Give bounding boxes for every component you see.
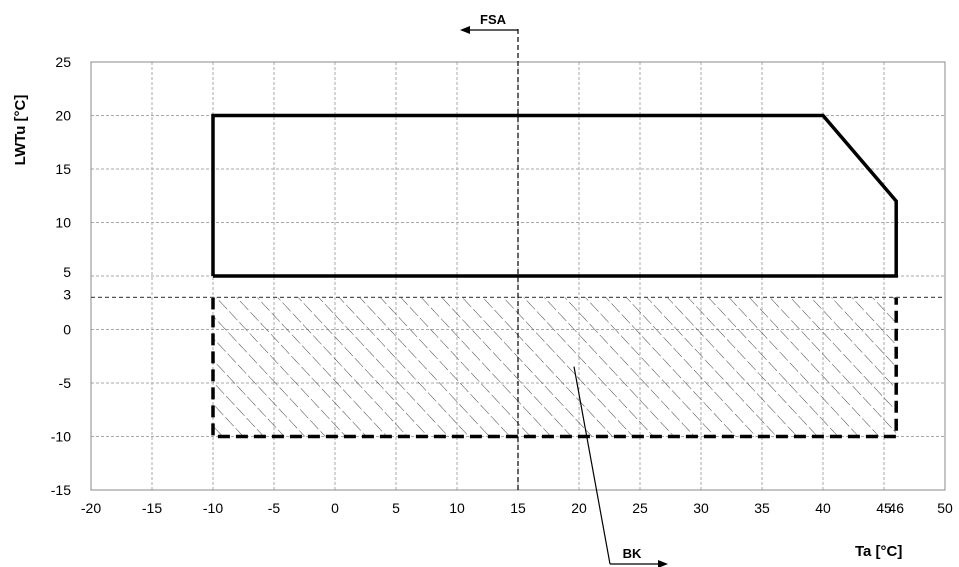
bk-label: BK (623, 546, 642, 561)
series-layer (91, 27, 945, 490)
series-line-0 (211, 113, 898, 278)
y-tick-label: 3 (63, 286, 71, 302)
x-tick-label: 25 (632, 500, 648, 516)
x-tick-label: -15 (142, 500, 162, 516)
fsa-label: FSA (480, 12, 507, 27)
y-axis-label: LWTu [°C] (12, 95, 29, 166)
x-tick-label: 10 (449, 500, 465, 516)
y-tick-label: 25 (55, 54, 71, 70)
x-tick-label: 45 (876, 500, 892, 516)
hatched-area (213, 297, 897, 437)
y-tick-label: -5 (59, 375, 72, 391)
hatched-region (213, 297, 897, 437)
x-tick-label: -5 (268, 500, 281, 516)
x-tick-label: -20 (81, 500, 101, 516)
x-tick-label: 46 (888, 500, 904, 516)
y-tick-label: 15 (55, 161, 71, 177)
x-tick-label: 15 (510, 500, 526, 516)
x-tick-label: 40 (815, 500, 831, 516)
x-tick-label: 5 (392, 500, 400, 516)
x-tick-label: 0 (331, 500, 339, 516)
annotations: FSA BK (460, 12, 668, 567)
y-tick-label: 10 (55, 215, 71, 231)
y-tick-label: -10 (51, 429, 71, 445)
x-tick-label: 20 (571, 500, 587, 516)
y-tick-label: 0 (63, 322, 71, 338)
bk-leader-line (573, 366, 611, 565)
bk-arrowhead (658, 560, 668, 567)
series-line-1 (211, 297, 898, 439)
x-tick-label: 30 (693, 500, 709, 516)
y-tick-label: -15 (51, 482, 71, 498)
x-tick-label: 35 (754, 500, 770, 516)
x-tick-label: -10 (203, 500, 223, 516)
fsa-arrowhead (460, 26, 470, 34)
y-tick-label: 5 (63, 264, 71, 280)
x-axis-label: Ta [°C] (855, 543, 902, 560)
y-tick-label: 20 (55, 108, 71, 124)
x-tick-label: 50 (937, 500, 953, 516)
